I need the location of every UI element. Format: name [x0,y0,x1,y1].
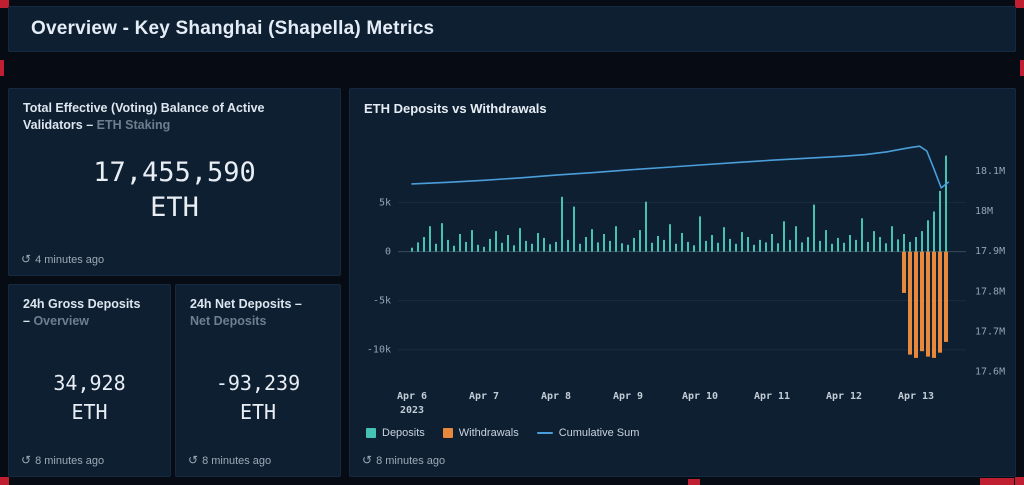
legend-item-cumulative-sum[interactable]: Cumulative Sum [536,427,640,439]
panel-title-sub: Net Deposits [190,313,267,328]
svg-text:17.6M: 17.6M [975,366,1005,377]
panel-title-main: 24h Gross Deposits – [23,297,141,328]
red-accent [980,478,1014,485]
last-updated: ↺ 8 minutes ago [188,453,271,467]
red-accent [0,0,9,8]
stat-value: 34,928 [53,371,126,395]
page-title: Overview - Key Shanghai (Shapella) Metri… [31,18,435,39]
refresh-icon: ↺ [21,252,32,266]
svg-text:18M: 18M [975,206,993,217]
svg-text:Apr 10: Apr 10 [682,391,718,402]
svg-text:18.1M: 18.1M [975,166,1005,177]
legend-label: Cumulative Sum [558,427,640,439]
panel-title: 24h Net Deposits – Net Deposits [176,285,322,330]
panel-eth-deposits-vs-withdrawals: ETH Deposits vs Withdrawals 5k 0 -5k -10k 18… [349,88,1016,477]
svg-text:17.7M: 17.7M [975,326,1005,337]
stat-unit: ETH [239,400,277,424]
svg-text:-5k: -5k [373,296,391,307]
last-updated-text: 8 minutes ago [35,455,105,467]
deposits-withdrawals-chart[interactable]: 5k 0 -5k -10k 18.1M 18M 17.9M 17.8M 17.7M 17.6M Ap… [354,123,1009,423]
svg-text:Apr 7: Apr 7 [469,391,499,402]
stat-value-block: -93,239 ETH [176,369,340,427]
last-updated-text: 8 minutes ago [202,455,272,467]
cumulative-line-swatch-icon [536,432,553,434]
last-updated: ↺ 8 minutes ago [21,453,104,467]
withdrawals-swatch-icon [442,428,453,438]
panel-24h-gross-deposits: 24h Gross Deposits – Overview 34,928 ETH… [8,284,171,477]
red-accent [0,477,9,485]
legend-item-withdrawals[interactable]: Withdrawals [442,427,519,439]
panel-24h-net-deposits: 24h Net Deposits – Net Deposits -93,239 … [175,284,341,477]
svg-text:5k: 5k [379,198,391,209]
chart-title: ETH Deposits vs Withdrawals [364,101,547,116]
panel-title: Total Effective (Voting) Balance of Acti… [9,89,340,134]
legend-label: Deposits [382,427,425,439]
last-updated-text: 4 minutes ago [35,254,105,266]
red-accent [688,479,700,485]
svg-text:Apr 11: Apr 11 [754,391,790,402]
svg-text:Apr 12: Apr 12 [826,391,862,402]
svg-text:0: 0 [385,247,391,258]
last-updated: ↺ 8 minutes ago [362,453,445,467]
panel-title: 24h Gross Deposits – Overview [9,285,155,330]
stat-value-block: 17,455,590 ETH [9,155,340,225]
red-accent [1015,0,1024,8]
last-updated-text: 8 minutes ago [376,455,446,467]
legend-item-deposits[interactable]: Deposits [366,427,425,439]
stat-value-block: 34,928 ETH [9,369,170,427]
stat-unit: ETH [71,400,108,424]
refresh-icon: ↺ [362,453,373,467]
legend-label: Withdrawals [458,427,519,439]
svg-text:17.9M: 17.9M [975,246,1005,257]
stat-unit: ETH [150,192,199,224]
last-updated: ↺ 4 minutes ago [21,252,104,266]
red-accent [0,60,4,76]
svg-text:Apr 8: Apr 8 [541,391,571,402]
svg-text:17.8M: 17.8M [975,286,1005,297]
red-accent [1015,477,1024,485]
panel-title-main: 24h Net Deposits – [190,297,302,311]
refresh-icon: ↺ [21,453,32,467]
panel-title-main: Total Effective (Voting) Balance of Acti… [23,101,265,132]
deposits-swatch-icon [366,428,376,438]
dashboard-header: Overview - Key Shanghai (Shapella) Metri… [8,6,1016,52]
panel-title-sub: ETH Staking [96,117,171,132]
red-accent [1020,60,1024,76]
svg-text:2023: 2023 [400,405,424,416]
stat-value: -93,239 [215,371,301,395]
svg-text:-10k: -10k [367,345,391,356]
panel-title-sub: Overview [33,313,90,328]
svg-text:Apr 9: Apr 9 [613,391,643,402]
stat-value: 17,455,590 [93,157,256,188]
panel-total-effective-balance: Total Effective (Voting) Balance of Acti… [8,88,341,276]
chart-legend: Deposits Withdrawals Cumulative Sum [366,427,639,439]
refresh-icon: ↺ [188,453,199,467]
svg-text:Apr 13: Apr 13 [898,391,934,402]
svg-text:Apr 6: Apr 6 [397,391,427,402]
